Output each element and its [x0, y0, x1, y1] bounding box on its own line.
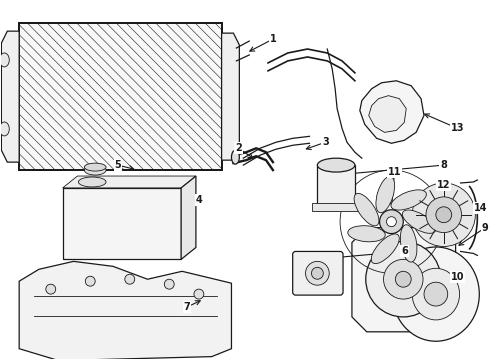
Polygon shape	[221, 33, 239, 160]
Ellipse shape	[402, 210, 436, 233]
Circle shape	[46, 284, 56, 294]
Circle shape	[312, 267, 323, 279]
Circle shape	[395, 271, 411, 287]
Text: 3: 3	[322, 137, 329, 147]
Text: 7: 7	[184, 302, 191, 312]
Circle shape	[194, 289, 204, 299]
Text: 10: 10	[451, 272, 465, 282]
Ellipse shape	[400, 225, 417, 262]
Text: 8: 8	[441, 160, 447, 170]
Polygon shape	[181, 176, 196, 260]
Circle shape	[366, 242, 441, 317]
Text: 6: 6	[401, 247, 408, 256]
Circle shape	[387, 217, 396, 227]
Text: 9: 9	[482, 222, 489, 233]
Ellipse shape	[0, 122, 9, 136]
Ellipse shape	[231, 150, 239, 164]
Bar	[318, 165, 355, 207]
Circle shape	[85, 276, 95, 286]
Circle shape	[436, 207, 452, 223]
Text: 11: 11	[388, 167, 401, 177]
Circle shape	[426, 197, 462, 233]
Text: 2: 2	[235, 143, 242, 153]
Text: 13: 13	[451, 123, 465, 134]
Polygon shape	[352, 228, 456, 332]
Ellipse shape	[371, 234, 399, 264]
Text: 12: 12	[437, 180, 450, 190]
Ellipse shape	[392, 247, 479, 341]
Polygon shape	[1, 31, 19, 162]
Polygon shape	[360, 81, 424, 143]
Circle shape	[306, 261, 329, 285]
Ellipse shape	[318, 158, 355, 172]
Bar	[19, 23, 221, 170]
Circle shape	[424, 282, 448, 306]
Ellipse shape	[84, 165, 106, 175]
Polygon shape	[63, 188, 181, 260]
Circle shape	[412, 183, 475, 247]
Ellipse shape	[348, 226, 385, 242]
Polygon shape	[63, 176, 196, 188]
Polygon shape	[368, 96, 406, 132]
Text: 5: 5	[115, 160, 122, 170]
Text: 4: 4	[196, 195, 202, 205]
Ellipse shape	[78, 177, 106, 187]
Ellipse shape	[354, 193, 379, 226]
Bar	[313, 203, 360, 211]
Ellipse shape	[376, 176, 394, 213]
Circle shape	[164, 279, 174, 289]
Ellipse shape	[0, 53, 9, 67]
Circle shape	[384, 260, 423, 299]
Text: 14: 14	[473, 203, 487, 213]
Ellipse shape	[391, 190, 426, 210]
Ellipse shape	[84, 163, 106, 171]
Polygon shape	[19, 261, 231, 360]
Circle shape	[380, 210, 403, 234]
Text: 1: 1	[270, 34, 276, 44]
FancyBboxPatch shape	[293, 251, 343, 295]
Circle shape	[125, 274, 135, 284]
Ellipse shape	[412, 268, 460, 320]
